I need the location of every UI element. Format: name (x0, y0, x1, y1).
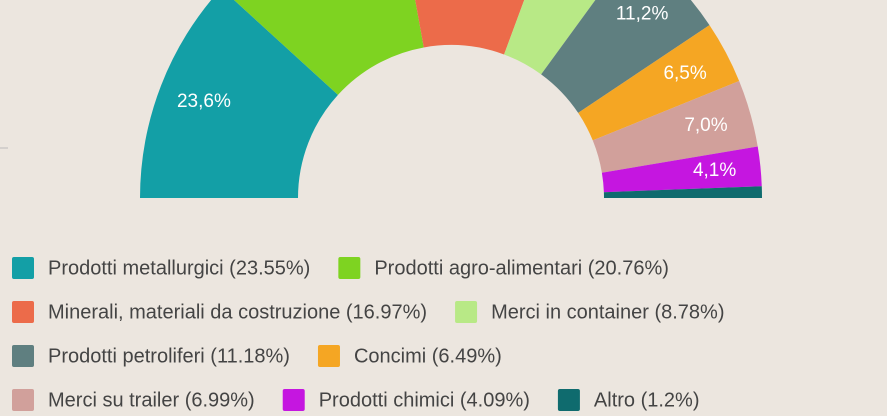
donut-segment (234, 0, 424, 95)
legend-label: Prodotti metallurgici (23.55%) (48, 257, 310, 279)
legend-swatch (12, 301, 34, 323)
legend-swatch (455, 301, 478, 323)
legend-label: Concimi (6.49%) (354, 345, 502, 367)
legend-swatch (12, 389, 34, 411)
segment-label: 11,2% (616, 3, 669, 24)
legend-label: Prodotti chimici (4.09%) (319, 389, 530, 411)
segment-label: 7,0% (684, 115, 727, 136)
donut-segment (578, 25, 740, 141)
donut-segment (592, 80, 758, 173)
legend-label: Merci su trailer (6.99%) (48, 389, 255, 411)
legend-swatch (12, 257, 34, 279)
legend-label: Minerali, materiali da costruzione (16.9… (48, 301, 427, 323)
legend-label: Altro (1.2%) (594, 389, 700, 411)
legend-label: Prodotti agro-alimentari (20.76%) (374, 257, 669, 279)
donut-segment (603, 186, 762, 198)
legend-swatch (12, 345, 34, 367)
segment-label: 6,5% (663, 63, 706, 84)
donut-segment (415, 0, 525, 55)
legend-swatch (317, 345, 340, 367)
legend-swatch (338, 257, 361, 279)
legend-swatch (282, 389, 305, 411)
legend-label: Merci in container (8.78%) (491, 301, 724, 323)
donut-segment (541, 0, 710, 113)
segment-label: 23,6% (177, 91, 231, 112)
legend-swatch (557, 389, 580, 411)
donut-segment (140, 0, 338, 198)
donut-segment (504, 0, 596, 75)
segment-label: 4,1% (693, 160, 736, 181)
legend-label: Prodotti petroliferi (11.18%) (48, 345, 290, 367)
donut-segment (601, 146, 762, 193)
